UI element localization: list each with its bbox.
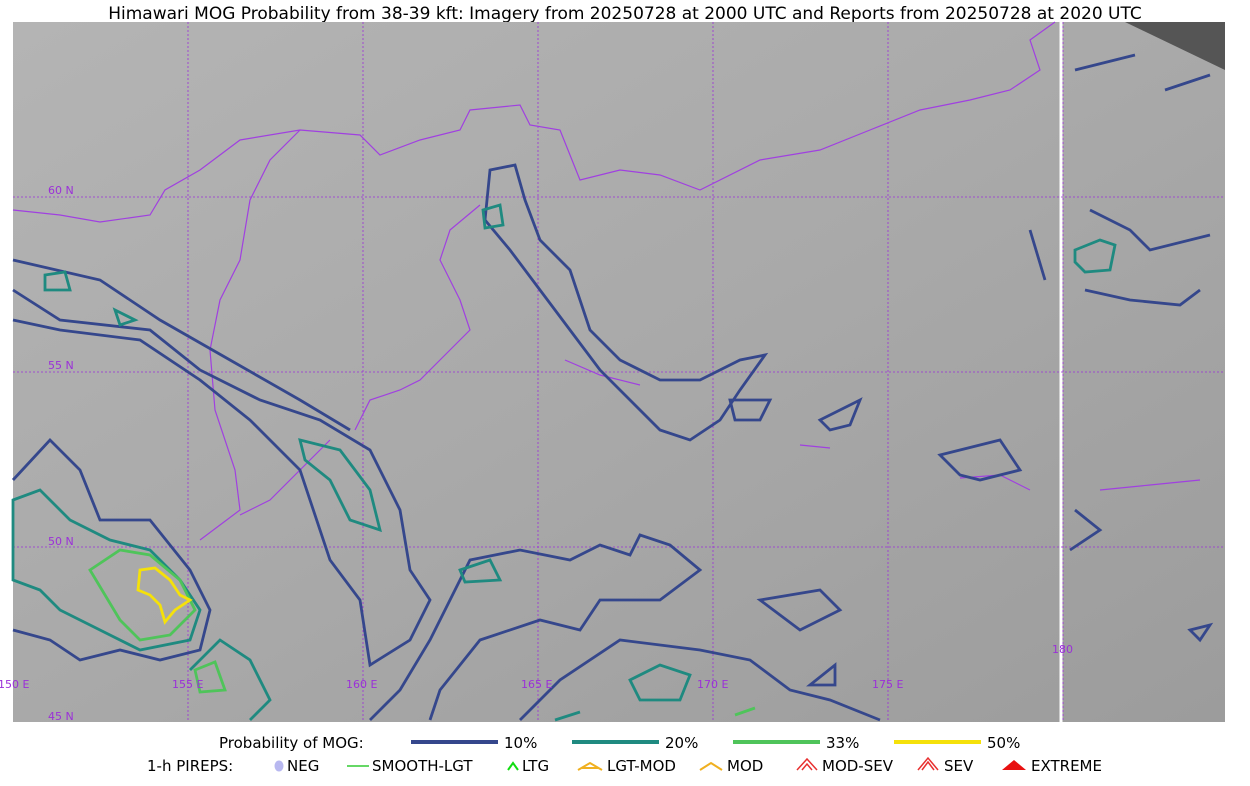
lon-labels: 150 E 155 E 160 E 165 E 170 E 175 E 180 xyxy=(0,643,1073,691)
lat-label: 50 N xyxy=(48,535,74,548)
pirep-icon xyxy=(917,756,939,771)
map: 60 N 55 N 50 N 45 N 150 E 155 E 160 E 165 E 170… xyxy=(0,21,1225,723)
lat-label: 55 N xyxy=(48,359,74,372)
legend-title: 1-h PIREPS: xyxy=(147,757,233,775)
legend-label: 20% xyxy=(665,734,698,752)
legend-label: NEG xyxy=(287,757,319,775)
lon-label: 165 E xyxy=(521,678,552,691)
lon-label: 175 E xyxy=(872,678,903,691)
legend-label: LTG xyxy=(522,757,549,775)
pirep-icon xyxy=(796,757,818,771)
no-data-region xyxy=(1125,22,1225,70)
pirep-icon xyxy=(699,761,723,771)
lon-label: 160 E xyxy=(346,678,377,691)
title: Himawari MOG Probability from 38-39 kft:… xyxy=(108,4,1142,24)
pirep-icon xyxy=(274,760,284,772)
legend-label: SEV xyxy=(944,757,974,775)
legend-label: MOD xyxy=(727,757,763,775)
legend-label: LGT-MOD xyxy=(607,757,676,775)
legend-label: SMOOTH-LGT xyxy=(372,757,473,775)
legend-label: 33% xyxy=(826,734,859,752)
lon-label: 170 E xyxy=(697,678,728,691)
lat-labels: 60 N 55 N 50 N 45 N xyxy=(48,184,74,723)
lon-label: 150 E xyxy=(0,678,29,691)
legend-label: EXTREME xyxy=(1031,757,1102,775)
legend: Probability of MOG: 10% 20% 33% 50% 1-h PIREP… xyxy=(147,734,1102,775)
lon-label: 155 E xyxy=(172,678,203,691)
pirep-icon xyxy=(507,761,519,771)
legend-label: MOD-SEV xyxy=(822,757,894,775)
legend-label: 50% xyxy=(987,734,1020,752)
lon-label: 180 xyxy=(1052,643,1073,656)
pirep-icon xyxy=(577,761,603,771)
lat-label: 45 N xyxy=(48,710,74,723)
mog-contours xyxy=(11,53,1214,722)
legend-title: Probability of MOG: xyxy=(219,734,364,752)
lat-label: 60 N xyxy=(48,184,74,197)
legend-label: 10% xyxy=(504,734,537,752)
pirep-icon xyxy=(1002,760,1026,770)
